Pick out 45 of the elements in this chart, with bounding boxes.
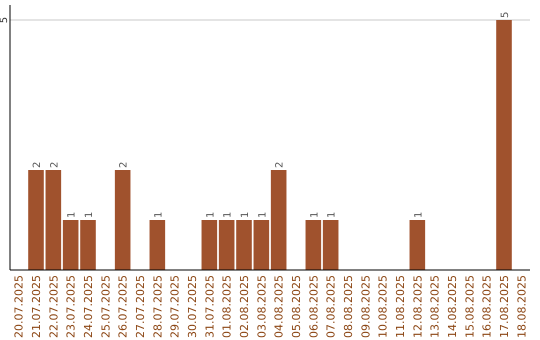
data-label: 2 (274, 162, 286, 168)
x-tick-label: 21.07.2025 (30, 275, 43, 338)
data-label: 1 (84, 212, 95, 218)
x-tick-label: 12.08.2025 (411, 275, 424, 338)
x-tick-label: 03.08.2025 (255, 275, 268, 338)
x-tick-label: 13.08.2025 (428, 275, 442, 338)
x-tick-label: 04.08.2025 (272, 275, 286, 338)
data-label: 1 (309, 212, 320, 218)
x-tick-label: 29.07.2025 (168, 275, 182, 338)
x-tick-label: 30.07.2025 (186, 275, 199, 338)
x-tick-label: 24.07.2025 (82, 275, 95, 338)
x-tick-label: 22.07.2025 (47, 275, 60, 338)
x-tick-label: 25.07.2025 (99, 275, 112, 338)
data-label: 1 (222, 212, 234, 218)
x-tick-label: 05.08.2025 (290, 275, 303, 338)
data-label: 1 (66, 212, 78, 218)
x-tick-label: 26.07.2025 (116, 275, 130, 338)
x-tick-label: 07.08.2025 (324, 275, 338, 338)
data-label: 2 (32, 162, 43, 168)
data-label: 1 (205, 212, 216, 218)
x-tick-label: 27.07.2025 (134, 275, 147, 338)
x-tick-label: 08.08.2025 (342, 275, 355, 338)
x-tick-label: 06.08.2025 (307, 275, 320, 338)
x-tick-label: 20.07.2025 (12, 275, 26, 338)
x-tick-label: 11.08.2025 (394, 275, 407, 338)
data-label: 2 (49, 162, 60, 168)
x-tick-label: 09.08.2025 (359, 275, 372, 338)
x-tick-label: 15.08.2025 (463, 275, 476, 338)
x-tick-label: 02.08.2025 (238, 275, 251, 338)
x-tick-label: 28.07.2025 (151, 275, 164, 338)
x-tick-label: 17.08.2025 (498, 275, 511, 338)
x-tick-label: 31.07.2025 (203, 275, 216, 338)
data-label: 1 (413, 212, 424, 218)
x-tick-label: 16.08.2025 (480, 275, 494, 338)
data-label: 1 (257, 212, 268, 218)
x-tick-label: 18.08.2025 (515, 275, 528, 338)
x-tick-label: 01.08.2025 (220, 275, 234, 338)
data-label: 5 (500, 12, 511, 18)
x-tick-label: 14.08.2025 (446, 275, 459, 338)
x-tick-label: 23.07.2025 (64, 275, 78, 338)
data-label: 1 (326, 212, 338, 218)
data-label: 1 (240, 212, 251, 218)
x-tick-label: 10.08.2025 (376, 275, 390, 338)
data-label: 1 (153, 212, 164, 218)
data-label: 2 (118, 162, 130, 168)
